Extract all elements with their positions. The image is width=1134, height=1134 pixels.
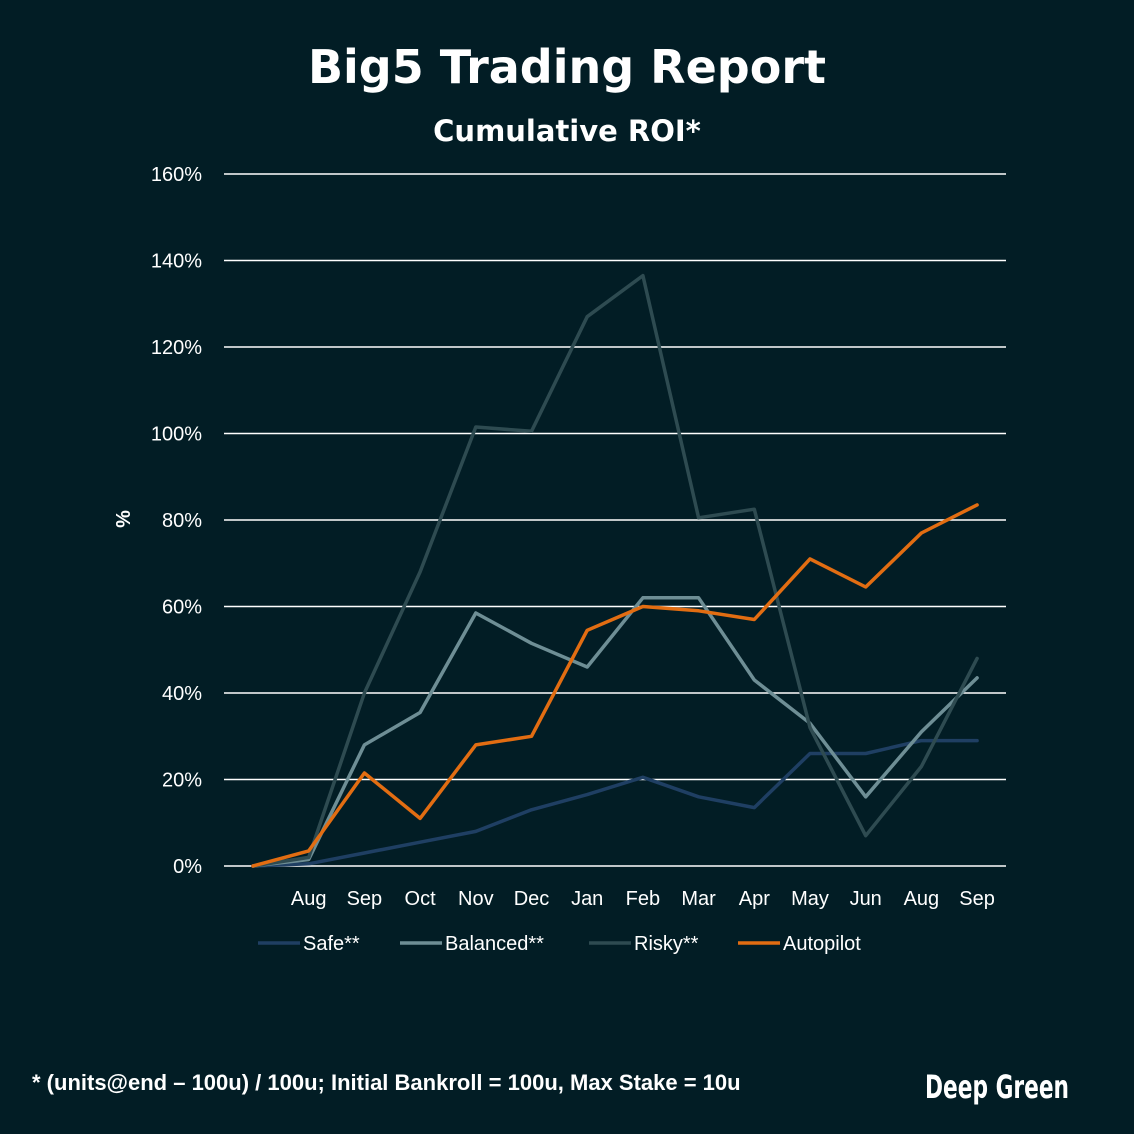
y-axis-ticks: 0% 20% 40% 60% 80% 100% 120% 140% 160%: [151, 164, 202, 878]
y-tick-label: 20%: [162, 770, 202, 792]
chart-title: Big5 Trading Report: [308, 40, 826, 94]
series-line-balanced: [251, 596, 979, 868]
footnote: * (units@end – 100u) / 100u; Initial Ban…: [32, 1070, 741, 1095]
x-tick-label: Apr: [739, 888, 770, 910]
series-lines: [251, 273, 979, 868]
series-line-safe: [251, 738, 979, 868]
series-line-autopilot: [251, 503, 979, 868]
x-tick-label: Sep: [959, 888, 995, 910]
y-axis-label: %: [113, 510, 135, 528]
legend: Safe** Balanced** Risky** Autopilot: [258, 933, 861, 955]
y-tick-label: 160%: [151, 164, 202, 186]
y-tick-label: 0%: [173, 856, 202, 878]
y-tick-label: 120%: [151, 337, 202, 359]
y-tick-label: 100%: [151, 424, 202, 446]
x-tick-label: Jun: [850, 888, 882, 910]
legend-label-balanced: Balanced**: [445, 933, 544, 955]
x-tick-label: Feb: [626, 888, 660, 910]
y-tick-label: 140%: [151, 251, 202, 273]
legend-label-autopilot: Autopilot: [783, 933, 861, 955]
x-tick-label: Nov: [458, 888, 494, 910]
legend-label-risky: Risky**: [634, 933, 699, 955]
x-tick-label: Mar: [681, 888, 716, 910]
x-tick-label: Jan: [571, 888, 603, 910]
x-tick-label: Dec: [514, 888, 550, 910]
brand-logo-text: Deep Green: [925, 1068, 1069, 1106]
x-tick-label: May: [791, 888, 829, 910]
legend-label-safe: Safe**: [303, 933, 360, 955]
x-tick-label: Aug: [904, 888, 940, 910]
x-tick-label: Oct: [405, 888, 437, 910]
x-axis-ticks: Aug Sep Oct Nov Dec Jan Feb Mar Apr May Jun Aug Sep: [291, 888, 995, 910]
y-tick-label: 40%: [162, 683, 202, 705]
gridlines: [224, 173, 1006, 867]
x-tick-label: Aug: [291, 888, 327, 910]
x-tick-label: Sep: [347, 888, 383, 910]
y-tick-label: 80%: [162, 510, 202, 532]
y-tick-label: 60%: [162, 597, 202, 619]
series-line-risky: [251, 273, 979, 868]
chart-subtitle: Cumulative ROI*: [433, 114, 701, 148]
